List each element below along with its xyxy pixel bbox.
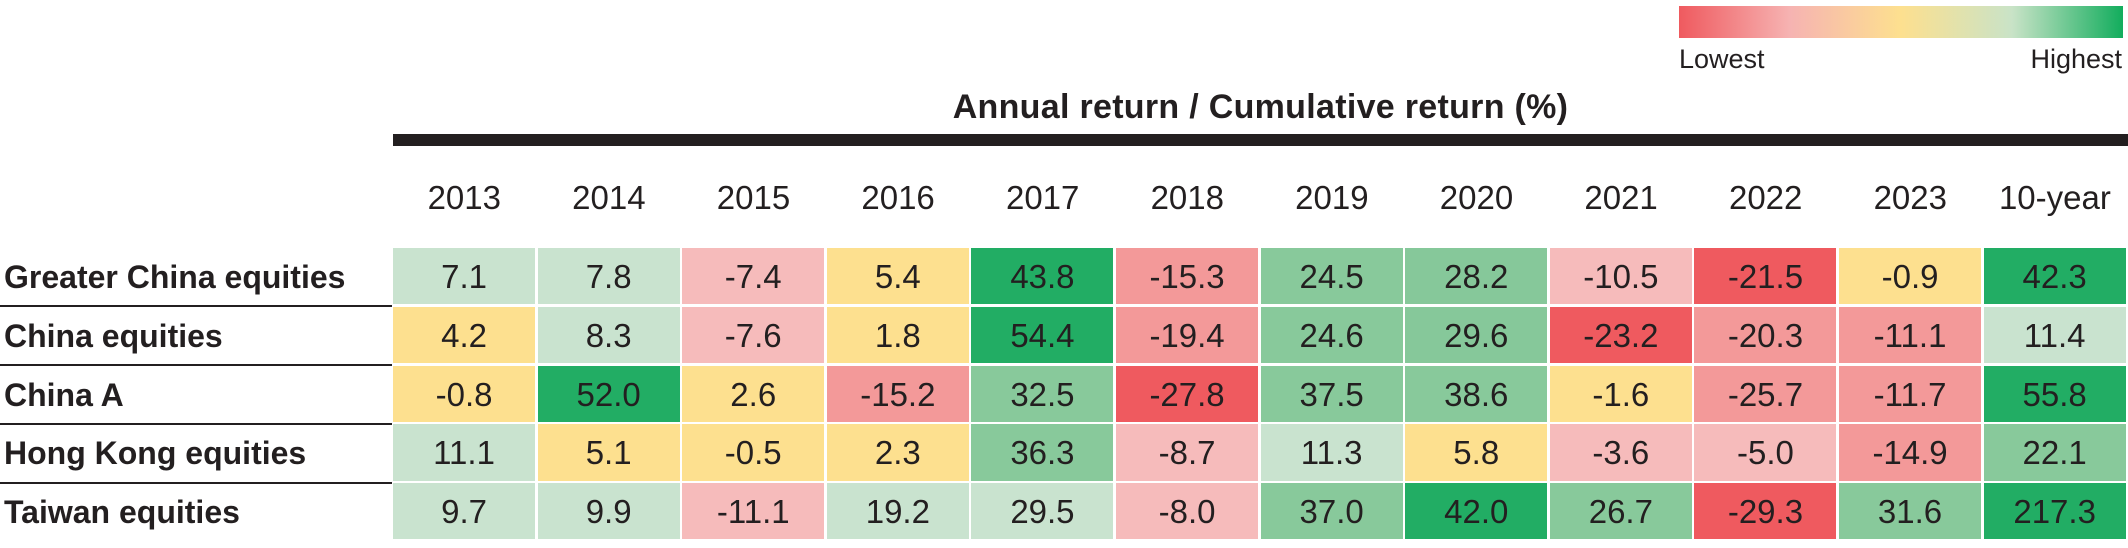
row-divider: [0, 305, 392, 308]
heatmap-cell: -0.5: [682, 424, 825, 481]
heatmap-cell: -15.2: [826, 365, 969, 422]
heatmap-cell: 42.3: [1983, 248, 2126, 305]
heatmap-cell: 19.2: [826, 483, 969, 540]
heatmap-cell: -8.0: [1116, 483, 1259, 540]
column-header: 2016: [861, 179, 935, 216]
heatmap-cell: -10.5: [1549, 248, 1692, 305]
heatmap-cell: -3.6: [1549, 424, 1692, 481]
legend-high-label: Highest: [2030, 44, 2122, 74]
heatmap-cell: 4.2: [393, 306, 536, 364]
heatmap-cell: 11.4: [1983, 306, 2126, 364]
heatmap-cell: 43.8: [971, 248, 1114, 305]
column-header: 2013: [427, 179, 501, 216]
heatmap-cell: -11.1: [1839, 306, 1982, 364]
row-divider: [0, 422, 392, 425]
heatmap-cell: -5.0: [1694, 424, 1837, 481]
heatmap-cell: 37.5: [1260, 365, 1403, 422]
row-divider: [0, 481, 392, 484]
heatmap-cell: -15.3: [1116, 248, 1259, 305]
column-header: 10-year: [1998, 179, 2111, 216]
heatmap-cell: 11.1: [393, 424, 536, 481]
heatmap-cell: -0.9: [1839, 248, 1982, 305]
chart-title: Annual return / Cumulative return (%): [952, 88, 1569, 126]
heatmap-cell: 7.1: [393, 248, 536, 305]
row-label: Taiwan equities: [4, 494, 240, 531]
heatmap-cell: -11.1: [682, 483, 825, 540]
row-label: Hong Kong equities: [4, 435, 307, 472]
column-header: 2017: [1005, 179, 1080, 216]
heatmap-cell: 11.3: [1260, 424, 1403, 481]
column-header: 2019: [1295, 179, 1369, 216]
heatmap-cell: 55.8: [1983, 365, 2126, 422]
row-label: China equities: [4, 317, 223, 354]
heatmap-cell: 22.1: [1983, 424, 2126, 481]
heatmap-cell: 9.9: [537, 483, 680, 540]
heatmap-cell: 217.3: [1983, 483, 2126, 540]
column-header: 2021: [1584, 179, 1658, 216]
heatmap-cell: -21.5: [1694, 248, 1837, 305]
legend-low-label: Lowest: [1679, 44, 1765, 74]
heatmap-cell: 38.6: [1405, 365, 1548, 422]
heatmap-cell: 5.4: [826, 248, 969, 305]
heatmap-cell: 28.2: [1405, 248, 1548, 305]
heatmap-cell: 52.0: [537, 365, 680, 422]
column-header: 2023: [1873, 179, 1947, 216]
heatmap-cell: -0.8: [393, 365, 536, 422]
heatmap-cell: -25.7: [1694, 365, 1837, 422]
heatmap-cell: 9.7: [393, 483, 536, 540]
heatmap-cell: -1.6: [1549, 365, 1692, 422]
heatmap-cell: 24.5: [1260, 248, 1403, 305]
row-label: Greater China equities: [4, 259, 346, 295]
heatmap-cell: 32.5: [971, 365, 1114, 422]
heatmap-cell: 5.1: [537, 424, 680, 481]
heatmap-cell: 1.8: [826, 306, 969, 364]
heatmap-cell: 8.3: [537, 306, 680, 364]
heatmap-cell: 29.5: [971, 483, 1114, 540]
heatmap-cell: 7.8: [537, 248, 680, 305]
title-rule: [393, 134, 2128, 146]
heatmap-cell: 24.6: [1260, 306, 1403, 364]
heatmap-cell: 2.6: [682, 365, 825, 422]
heatmap-cell: -27.8: [1116, 365, 1259, 422]
heatmap-cell: 5.8: [1405, 424, 1548, 481]
heatmap-cell: 2.3: [826, 424, 969, 481]
column-header: 2018: [1150, 179, 1224, 216]
row-divider: [0, 364, 392, 367]
heatmap-cell: -14.9: [1839, 424, 1982, 481]
heatmap-cell: -7.4: [682, 248, 825, 305]
heatmap-cell: -23.2: [1549, 306, 1692, 364]
heatmap-cell: -11.7: [1839, 365, 1982, 422]
heatmap-cell: 36.3: [971, 424, 1114, 481]
color-scale-legend: [1679, 6, 2123, 38]
column-header: 2015: [716, 179, 791, 216]
column-header: 2020: [1439, 179, 1514, 216]
heatmap-cell: 54.4: [971, 306, 1114, 364]
row-label: China A: [4, 376, 124, 413]
heatmap-cell: -7.6: [682, 306, 825, 364]
heatmap-cell: 37.0: [1260, 483, 1403, 540]
heatmap-cell: 26.7: [1549, 483, 1692, 540]
heatmap-cell: -20.3: [1694, 306, 1837, 364]
heatmap-cell: -19.4: [1116, 306, 1259, 364]
column-header: 2022: [1728, 179, 1803, 216]
heatmap-cell: 42.0: [1405, 483, 1548, 540]
heatmap-cell: -8.7: [1116, 424, 1259, 481]
heatmap-cell: 31.6: [1839, 483, 1982, 540]
column-header: 2014: [572, 179, 646, 216]
heatmap-cell: 29.6: [1405, 306, 1548, 364]
heatmap-cell: -29.3: [1694, 483, 1837, 540]
